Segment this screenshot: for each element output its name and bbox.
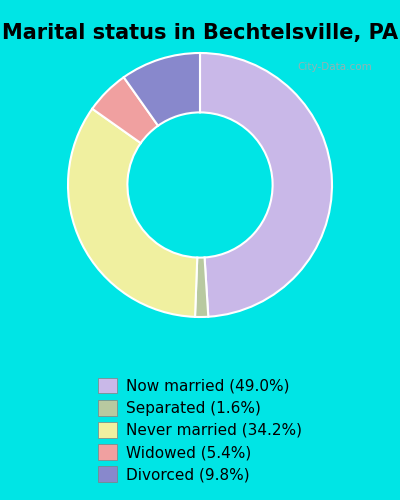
Text: City-Data.com: City-Data.com	[297, 62, 372, 72]
Wedge shape	[195, 258, 208, 317]
Wedge shape	[92, 77, 158, 143]
Text: Marital status in Bechtelsville, PA: Marital status in Bechtelsville, PA	[2, 22, 398, 42]
Wedge shape	[68, 109, 197, 317]
Legend: Now married (49.0%), Separated (1.6%), Never married (34.2%), Widowed (5.4%), Di: Now married (49.0%), Separated (1.6%), N…	[91, 370, 309, 490]
Wedge shape	[200, 53, 332, 316]
Wedge shape	[124, 53, 200, 126]
